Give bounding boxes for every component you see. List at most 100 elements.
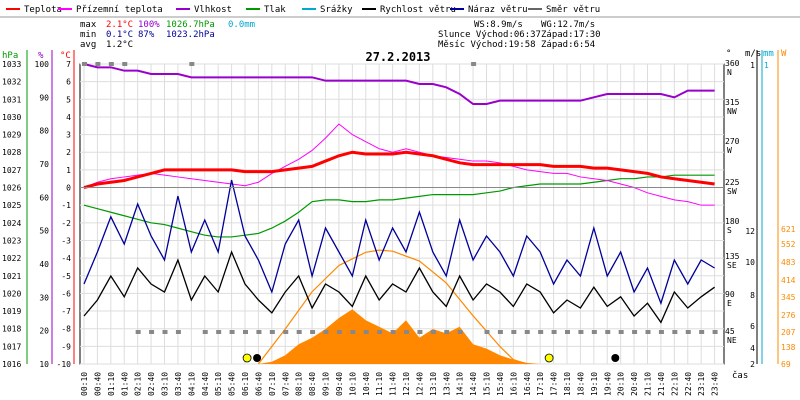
wind-dir-marker (605, 330, 611, 334)
wind-dir-marker (699, 330, 705, 334)
tick-w: 69 (781, 360, 791, 369)
tick-dir-name: NE (727, 336, 737, 345)
wind-dir-marker (310, 330, 316, 334)
tick-ms: 4 (750, 344, 755, 353)
tick-x: 18:40 (576, 372, 585, 396)
series-pressure (83, 174, 715, 238)
tick-w: 345 (781, 293, 796, 302)
stat-max-label: max (80, 20, 97, 30)
wind-dir-marker (216, 330, 222, 334)
tick-pct: 40 (39, 260, 49, 269)
wind-dir-marker (323, 330, 329, 334)
tick-x: 12:40 (415, 372, 424, 396)
tick-x: 22:10 (670, 372, 679, 396)
tick-temp: 1 (66, 166, 71, 175)
wind-dir-marker (444, 330, 450, 334)
tick-dir: 90 (725, 290, 735, 299)
tick-x: 01:10 (107, 372, 116, 396)
wind-dir-marker (430, 330, 436, 334)
legend-label: Rychlost větru (380, 5, 456, 15)
tick-hpa: 1029 (2, 131, 21, 140)
tick-x: 04:10 (187, 372, 196, 396)
stat-min-label: min (80, 30, 96, 40)
wind-dir-marker (484, 330, 490, 334)
tick-hpa: 1024 (2, 219, 21, 228)
wind-dir-marker (591, 330, 597, 334)
series-solar-area (258, 309, 541, 364)
tick-x: 07:10 (268, 372, 277, 396)
tick-temp: -10 (57, 360, 72, 369)
tick-x: 09:10 (322, 372, 331, 396)
tick-x: 14:10 (456, 372, 465, 396)
wind-dir-marker (565, 330, 570, 334)
wind-dir-marker (350, 330, 356, 334)
tick-hpa: 1027 (2, 166, 21, 175)
tick-hpa: 1028 (2, 148, 21, 157)
tick-x: 02:40 (147, 372, 156, 396)
tick-hpa: 1025 (2, 201, 21, 210)
tick-dir: 270 (725, 137, 740, 146)
tick-x: 19:40 (603, 372, 612, 396)
tick-temp: 0 (66, 184, 71, 193)
tick-x: 13:10 (429, 372, 438, 396)
tick-pct: 50 (39, 227, 49, 236)
tick-pct: 30 (39, 293, 49, 302)
tick-x: 16:40 (523, 372, 532, 396)
axis-label-x: čas (732, 370, 748, 381)
wind-dir-marker (471, 62, 477, 66)
tick-w: 207 (781, 328, 796, 337)
wind-dir-marker (243, 330, 248, 334)
stat-max-temp: 2.1°C (106, 20, 133, 30)
stat-min-temp: 0.1°C (106, 30, 133, 40)
tick-x: 12:10 (402, 372, 411, 396)
axis-label-w: W (781, 49, 787, 59)
info-moon-rise: Měsíc Východ:19:58 (438, 40, 536, 50)
tick-dir-name: E (727, 299, 732, 308)
tick-hpa: 1022 (2, 254, 21, 263)
tick-ms: 2 (750, 360, 755, 369)
info-sun-rise: Slunce Východ:06:37 (438, 30, 541, 40)
series-ground-temp (83, 123, 715, 206)
tick-dir: 360 (725, 59, 740, 68)
tick-temp: -2 (61, 219, 71, 228)
tick-dir-name: SW (727, 187, 737, 196)
tick-x: 06:40 (254, 372, 263, 396)
tick-mm: 1 (764, 61, 769, 70)
tick-x: 16:10 (509, 372, 518, 396)
wind-dir-marker (712, 330, 718, 334)
wind-dir-marker (685, 330, 691, 334)
tick-hpa: 1030 (2, 113, 21, 122)
tick-hpa: 1032 (2, 78, 21, 87)
tick-x: 05:10 (214, 372, 223, 396)
tick-w: 414 (781, 276, 796, 285)
tick-hpa: 1020 (2, 289, 21, 298)
tick-hpa: 1019 (2, 307, 21, 316)
tick-x: 13:40 (442, 372, 451, 396)
info-ws: WS:8.9m/s (474, 20, 523, 30)
axis-label-pct: % (38, 51, 44, 61)
tick-x: 23:40 (711, 372, 720, 396)
tick-x: 02:10 (134, 372, 143, 396)
tick-ms: 8 (750, 291, 755, 300)
sunrise-icon (242, 353, 252, 363)
tick-x: 08:10 (295, 372, 304, 396)
tick-w: 276 (781, 311, 796, 320)
wind-dir-marker (229, 330, 235, 334)
stat-min-press: 1023.2hPa (166, 30, 215, 40)
tick-x: 05:40 (228, 372, 237, 396)
tick-temp: -9 (61, 342, 71, 351)
info-moon-set: Západ:6:54 (541, 40, 595, 50)
tick-temp: 6 (66, 78, 71, 87)
wind-dir-marker (377, 330, 383, 334)
wind-dir-marker (390, 330, 396, 334)
tick-temp: -3 (61, 236, 71, 245)
axis-label-mm: mm (763, 49, 774, 59)
tick-x: 07:40 (281, 372, 290, 396)
tick-pct: 100 (35, 60, 50, 69)
tick-temp: 2 (66, 148, 71, 157)
axis-label-hpa: hPa (2, 51, 18, 61)
tick-x: 19:10 (590, 372, 599, 396)
tick-hpa: 1026 (2, 184, 21, 193)
info-wg: WG:12.7m/s (541, 20, 595, 30)
plot-area (79, 63, 725, 365)
